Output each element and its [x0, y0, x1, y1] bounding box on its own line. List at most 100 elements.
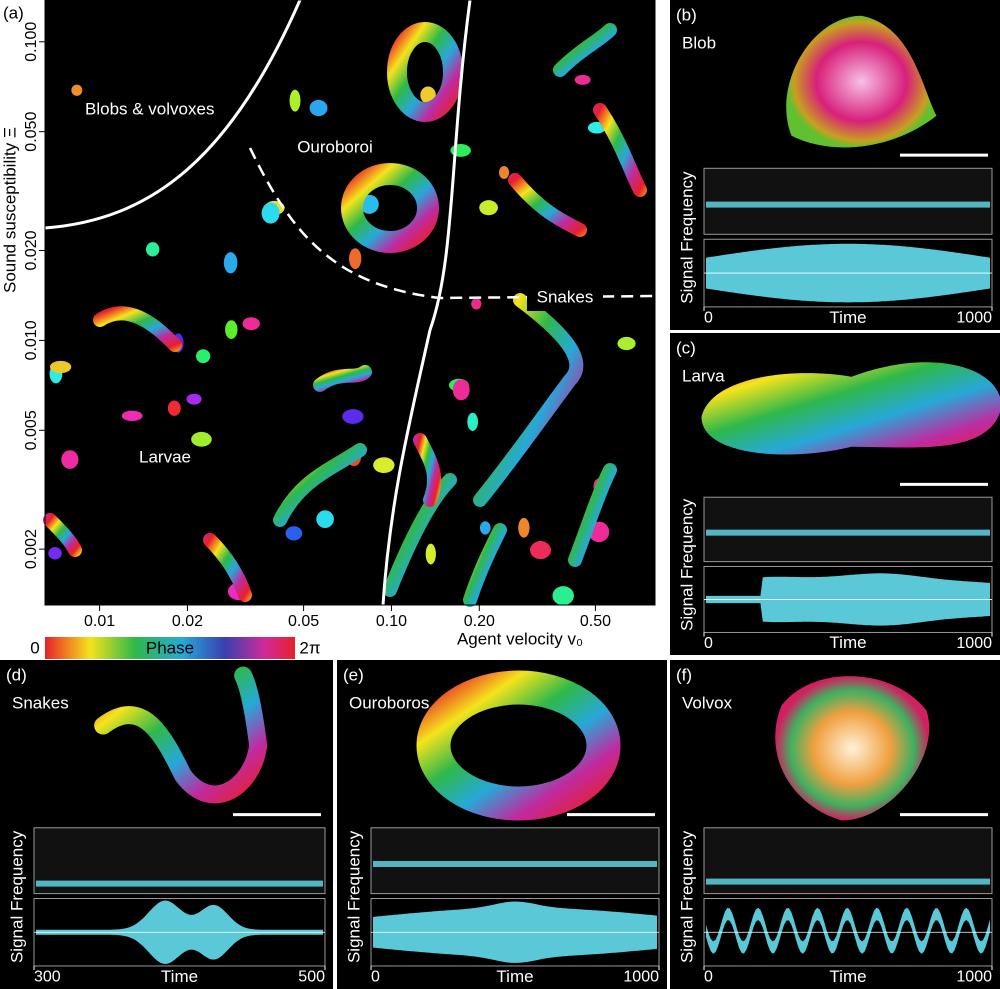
- snake: [463, 523, 507, 607]
- plot-frame: [44, 0, 656, 606]
- swarm: [121, 410, 143, 422]
- x-tick-label: 0.02: [172, 613, 203, 630]
- x-axis-label: Time: [829, 633, 866, 652]
- swarm: [261, 202, 280, 224]
- snake: [94, 666, 268, 804]
- swarm: [342, 409, 364, 424]
- panel-label: (a): [3, 3, 24, 22]
- panel-label: (d): [6, 665, 27, 684]
- y-axis-label: Signal Frequency: [7, 830, 26, 963]
- x-tick-label: 300: [34, 969, 61, 986]
- y-axis-label: Signal Frequency: [677, 171, 696, 304]
- y-tick-label: 0.002: [23, 529, 40, 569]
- panel-name: Snakes: [12, 693, 69, 712]
- x-axis-label: Time: [496, 967, 533, 986]
- snake: [508, 173, 587, 237]
- region-label: Blobs & volvoxes: [85, 99, 214, 118]
- colorbar-min: 0: [30, 638, 39, 657]
- boundary: [44, 0, 302, 230]
- boundary: [381, 0, 472, 606]
- x-tick-label: 0: [371, 969, 380, 986]
- snake: [383, 473, 457, 597]
- larva: [701, 362, 1000, 455]
- swarm: [574, 74, 591, 85]
- swarm: [196, 349, 211, 364]
- swarm: [285, 526, 303, 541]
- snake: [313, 365, 372, 392]
- swarm: [420, 86, 436, 104]
- spectrogram: [370, 827, 660, 895]
- x-tick-label: 0: [704, 635, 713, 652]
- snake: [568, 463, 617, 567]
- x-tick-label: 500: [298, 969, 325, 986]
- swarm: [452, 379, 470, 401]
- spectral-line: [36, 880, 323, 887]
- x-tick-label: 0.05: [288, 613, 319, 630]
- y-tick-label: 0.050: [23, 112, 40, 152]
- snake: [593, 103, 647, 197]
- x-axis-label: Agent velocity v₀: [457, 629, 583, 648]
- y-axis-label: Sound susceptibility Ξ: [0, 127, 19, 293]
- swarm: [71, 84, 83, 96]
- swarm: [471, 298, 482, 310]
- swarm: [223, 252, 238, 274]
- swarm: [499, 166, 510, 179]
- y-axis-label: Signal Frequency: [677, 498, 696, 631]
- panel-label: (f): [676, 665, 692, 684]
- colorbar-title: Phase: [146, 638, 194, 657]
- panel-name: Blob: [682, 33, 716, 52]
- blob: [786, 15, 937, 148]
- y-tick-label: 0.005: [23, 410, 40, 450]
- swarm: [316, 510, 334, 528]
- swarm: [479, 200, 498, 216]
- panel-label: (b): [676, 5, 697, 24]
- snake: [273, 443, 367, 527]
- y-axis-label: Signal Frequency: [344, 830, 363, 963]
- panel-name: Volvox: [682, 693, 733, 712]
- swarm: [48, 546, 62, 560]
- region-label: Larvae: [139, 447, 191, 466]
- swarm: [617, 336, 636, 351]
- swarm: [167, 400, 181, 416]
- spectrogram: [703, 496, 993, 563]
- spectral-line: [706, 201, 990, 208]
- ouroboros: [387, 22, 463, 122]
- swarm: [530, 541, 551, 560]
- region-label: Snakes: [537, 287, 594, 306]
- swarm: [145, 242, 160, 257]
- volvox: [775, 676, 930, 821]
- colorbar-max: 2π: [299, 638, 320, 657]
- x-tick-label: 0.10: [376, 613, 407, 630]
- x-axis-label: Time: [829, 967, 866, 986]
- swarm: [49, 360, 72, 374]
- spectrogram: [703, 167, 993, 235]
- x-tick-label: 1000: [623, 969, 659, 986]
- swarm: [225, 320, 238, 339]
- boundary: [248, 147, 656, 300]
- y-tick-label: 0.100: [23, 22, 40, 62]
- snake: [203, 533, 252, 602]
- swarm: [373, 457, 395, 474]
- swarm: [479, 521, 491, 535]
- y-tick-label: 0.010: [23, 320, 40, 360]
- swarm: [191, 431, 212, 447]
- x-tick-label: 0: [704, 969, 713, 986]
- x-tick-label: 1000: [956, 310, 992, 327]
- swarm: [552, 586, 574, 606]
- colorbar: [45, 637, 295, 659]
- ouroboros: [341, 163, 439, 253]
- waveform: [706, 907, 990, 954]
- swarm: [61, 450, 79, 469]
- spectral-line: [706, 878, 990, 885]
- panel-name: Larva: [682, 366, 725, 385]
- x-tick-label: 1000: [956, 969, 992, 986]
- x-tick-label: 0: [704, 310, 713, 327]
- x-tick-label: 0.50: [580, 613, 611, 630]
- label-backdrop: [527, 285, 603, 311]
- panel-label: (e): [343, 665, 364, 684]
- swarm: [518, 517, 530, 538]
- x-axis-label: Time: [829, 308, 866, 327]
- x-axis-label: Time: [161, 967, 198, 986]
- snake: [93, 306, 182, 352]
